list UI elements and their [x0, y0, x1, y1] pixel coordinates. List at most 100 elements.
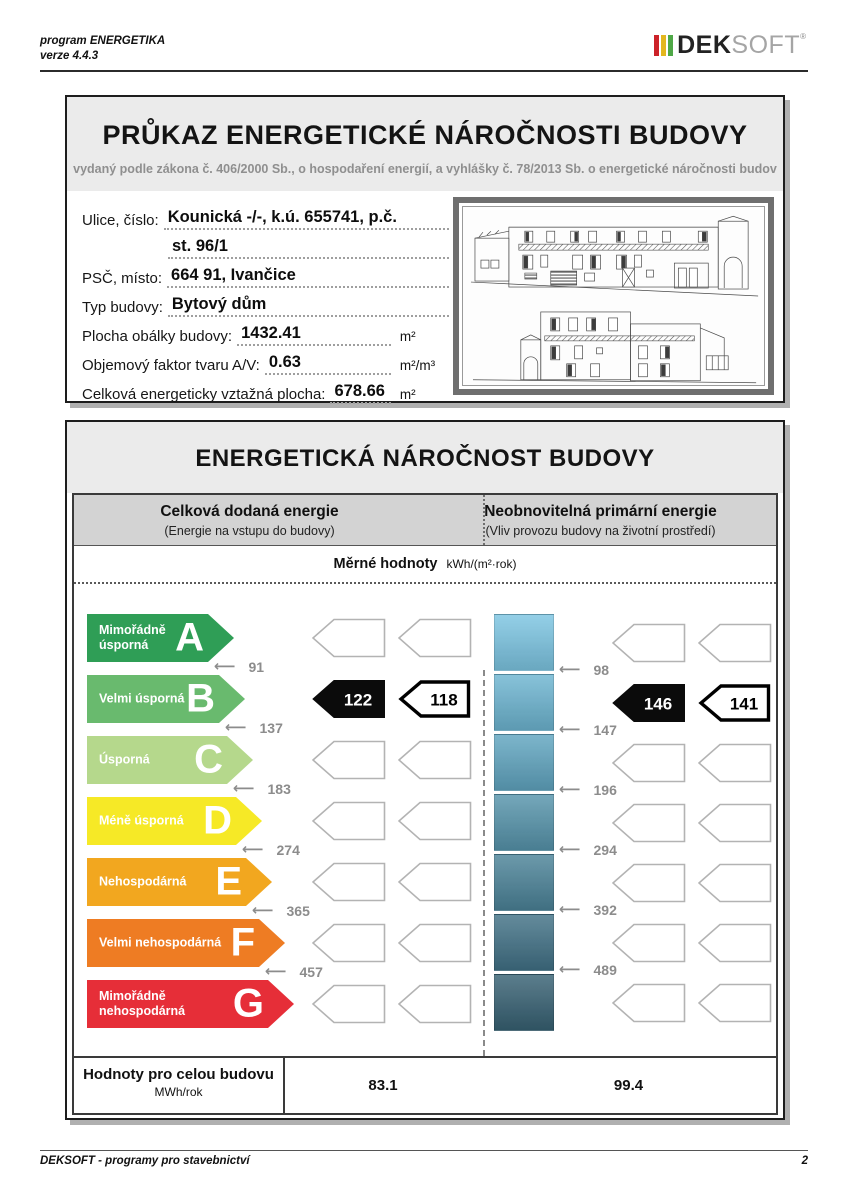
rating-arrow-empty	[397, 801, 472, 841]
threshold-marker: ⟵ 196	[559, 782, 617, 798]
rating-chart: Mimořádně úsporná A ⟵ 91 Velmi úsporná	[74, 584, 776, 1056]
energy-section-title-area: ENERGETICKÁ NÁROČNOST BUDOVY	[67, 422, 783, 493]
threshold-value: 137	[259, 720, 283, 736]
primary-row-e: ⟵ 392	[494, 854, 784, 918]
whole-building-row: Hodnoty pro celou budovu MWh/rok 83.1 99…	[74, 1056, 776, 1113]
logo-bar-red	[654, 35, 660, 56]
primary-row-a: ⟵ 98	[494, 614, 784, 678]
field-label: Typ budovy:	[82, 299, 163, 316]
threshold-arrow-icon: ⟵	[265, 963, 287, 980]
threshold-value: 183	[267, 781, 291, 797]
rating-arrow-empty	[697, 923, 772, 963]
column-header-band: Celková dodaná energie (Energie na vstup…	[74, 495, 776, 546]
column-header-primary: Neobnovitelná primární energie (Vliv pro…	[425, 495, 776, 545]
class-row-c: Úsporná C ⟵ 183	[87, 736, 484, 797]
primary-row-f: ⟵ 489	[494, 914, 784, 978]
class-bar-b: Velmi úsporná B	[87, 675, 245, 723]
certificate-header-section: PRŮKAZ ENERGETICKÉ NÁROČNOSTI BUDOVY vyd…	[65, 95, 785, 404]
column-title: Celková dodaná energie	[160, 503, 339, 520]
threshold-marker: ⟵ 137	[225, 720, 283, 736]
logo-registered-mark: ®	[800, 32, 806, 41]
threshold-arrow-icon: ⟵	[225, 719, 247, 736]
rating-arrow-empty	[311, 801, 386, 841]
building-elevation-drawing	[461, 206, 765, 386]
class-row-b: Velmi úsporná B ⟵ 137 122 118	[87, 675, 484, 736]
threshold-arrow-icon: ⟵	[559, 661, 581, 678]
logo-bar-yellow	[661, 35, 667, 56]
svg-text:141: 141	[730, 695, 758, 714]
whole-building-label: Hodnoty pro celou budovu	[83, 1066, 274, 1083]
rating-arrow-empty	[697, 863, 772, 903]
delivered-energy-scale: Mimořádně úsporná A ⟵ 91 Velmi úsporná	[87, 614, 484, 1041]
threshold-value: 98	[593, 662, 610, 678]
threshold-value: 147	[593, 722, 617, 738]
field-value: 1432.41	[237, 324, 391, 346]
energy-performance-section: ENERGETICKÁ NÁROČNOST BUDOVY Celková dod…	[65, 420, 785, 1120]
program-info: program ENERGETIKA verze 4.4.3	[40, 26, 808, 64]
threshold-value: 457	[299, 964, 323, 980]
class-row-e: Nehospodárná E ⟵ 365	[87, 858, 484, 919]
primary-gradient-block	[494, 734, 554, 791]
threshold-marker: ⟵ 98	[559, 662, 609, 678]
primary-row-d: ⟵ 294	[494, 794, 784, 858]
column-divider-dashed	[483, 670, 485, 1056]
threshold-marker: ⟵ 489	[559, 962, 617, 978]
class-label: Úsporná	[99, 752, 150, 767]
class-letter: A	[175, 615, 204, 660]
energy-section-title: ENERGETICKÁ NÁROČNOST BUDOVY	[195, 445, 655, 472]
rating-arrow-empty	[397, 923, 472, 963]
class-bar-g: Mimořádně nehospodárná G	[87, 980, 294, 1028]
svg-text:118: 118	[430, 691, 457, 710]
rating-arrow-empty	[611, 623, 686, 663]
threshold-value: 274	[276, 842, 300, 858]
primary-recommended-arrow: 141	[698, 683, 772, 723]
certificate-title: PRŮKAZ ENERGETICKÉ NÁROČNOSTI BUDOVY	[102, 120, 748, 150]
field-street: Ulice, číslo: Kounická -/-, k.ú. 655741,…	[82, 207, 449, 230]
class-bar-e: Nehospodárná E	[87, 858, 272, 906]
program-name: program ENERGETIKA	[40, 35, 166, 47]
class-row-a: Mimořádně úsporná A ⟵ 91	[87, 614, 484, 675]
column-divider-dotted	[483, 495, 485, 545]
primary-gradient-block	[494, 614, 554, 671]
page-header: program ENERGETIKA verze 4.4.3 DEK SOFT …	[40, 26, 808, 72]
delivered-recommended-arrow: 118	[398, 679, 472, 719]
field-value: 664 91, Ivančice	[167, 266, 449, 288]
logo-text-dek: DEK	[677, 31, 732, 59]
delivered-value-arrow: 122	[312, 679, 386, 719]
specific-values-label: Měrné hodnoty	[333, 556, 438, 572]
field-value: st. 96/1	[168, 237, 449, 259]
primary-row-b: ⟵ 147 146 141	[494, 674, 784, 738]
class-label: Velmi nehospodárná	[99, 935, 222, 950]
field-label: PSČ, místo:	[82, 270, 163, 287]
primary-row-g	[494, 974, 784, 1034]
threshold-marker: ⟵ 294	[559, 842, 617, 858]
program-version: verze 4.4.3	[40, 49, 99, 62]
threshold-value: 365	[286, 903, 310, 919]
class-bar-a: Mimořádně úsporná A	[87, 614, 234, 662]
threshold-marker: ⟵ 147	[559, 722, 617, 738]
threshold-arrow-icon: ⟵	[559, 961, 581, 978]
rating-arrow-empty	[311, 618, 386, 658]
field-label: Celková energeticky vztažná plocha:	[82, 386, 326, 403]
field-unit: m²	[399, 329, 416, 344]
class-bar-f: Velmi nehospodárná F	[87, 919, 285, 967]
threshold-value: 294	[593, 842, 617, 858]
rating-arrow-empty	[397, 984, 472, 1024]
rating-arrow-empty	[311, 984, 386, 1024]
class-bar-d: Méně úsporná D	[87, 797, 262, 845]
logo-bar-green	[668, 35, 674, 56]
threshold-marker: ⟵ 274	[242, 842, 300, 858]
rating-arrow-empty	[611, 743, 686, 783]
class-letter: C	[194, 737, 223, 782]
threshold-value: 489	[593, 962, 617, 978]
class-row-d: Méně úsporná D ⟵ 274	[87, 797, 484, 858]
rating-arrow-empty	[611, 803, 686, 843]
threshold-arrow-icon: ⟵	[242, 841, 264, 858]
class-bar-c: Úsporná C	[87, 736, 253, 784]
threshold-arrow-icon: ⟵	[252, 902, 274, 919]
field-envelope-area: Plocha obálky budovy: 1432.41 m²	[82, 323, 449, 346]
threshold-arrow-icon: ⟵	[233, 780, 255, 797]
primary-gradient-block	[494, 914, 554, 971]
class-letter: B	[186, 676, 215, 721]
